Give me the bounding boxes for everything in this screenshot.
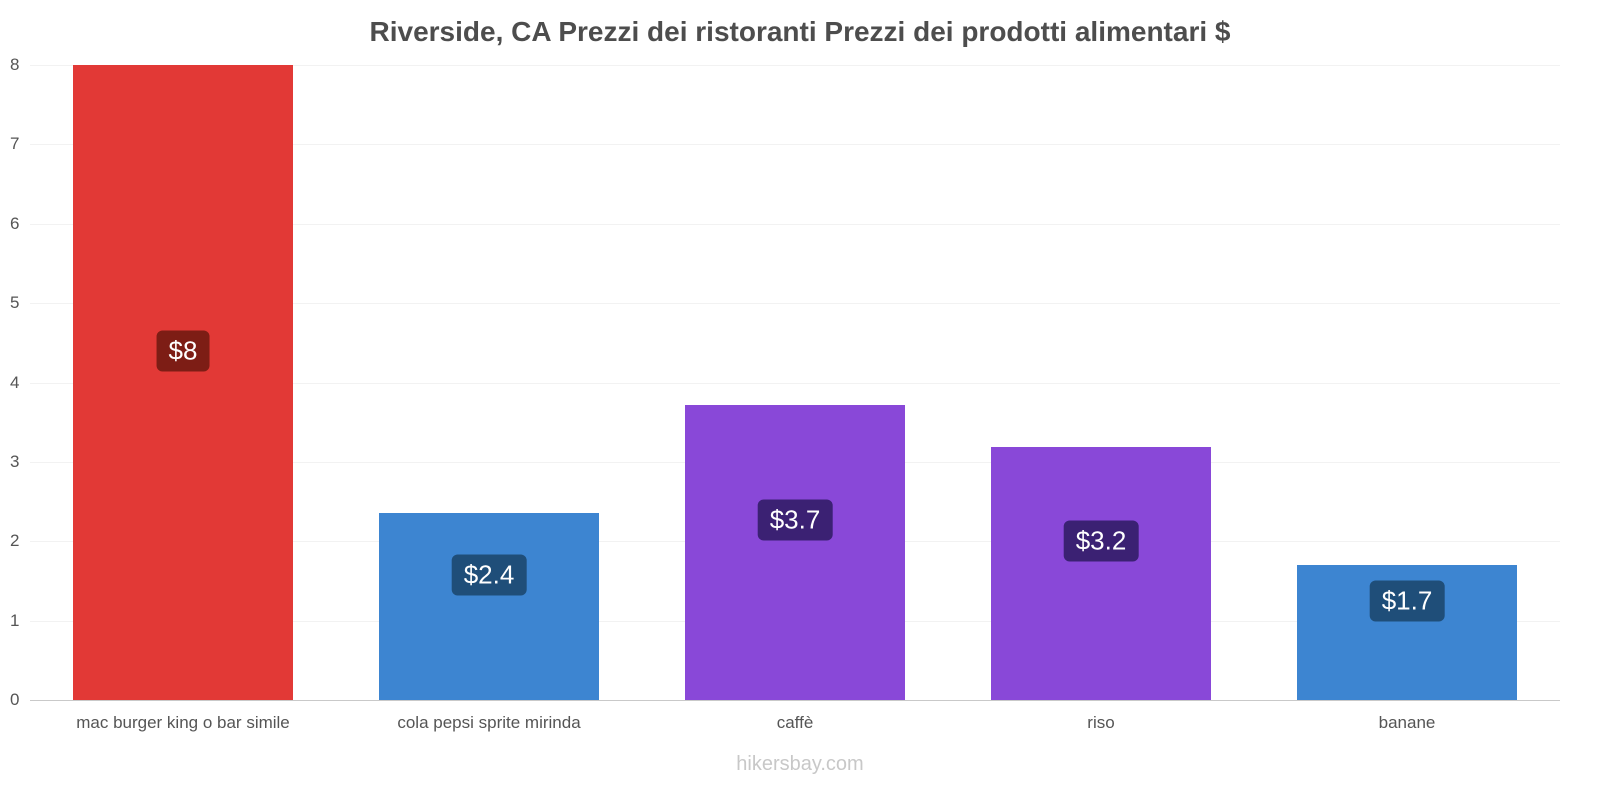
bar-value-label: $2.4 <box>451 554 527 596</box>
bar: $2.4 <box>379 513 599 700</box>
x-axis-category-label: caffè <box>776 713 814 732</box>
y-axis-tick-label: 7 <box>10 134 20 154</box>
gridline <box>30 223 1560 225</box>
y-axis-tick-label: 1 <box>10 610 20 630</box>
x-axis-category-label: cola pepsi sprite mirinda <box>397 713 581 732</box>
x-axis-line <box>30 700 1560 701</box>
x-axis-category-label: banane <box>1378 713 1436 732</box>
y-axis-tick-label: 0 <box>10 690 20 709</box>
bar-value-label: $3.7 <box>757 499 833 541</box>
bar-value-label: $8 <box>156 330 210 371</box>
bar: $3.7 <box>685 404 905 700</box>
gridline <box>30 144 1560 146</box>
footer-watermark: hikersbay.com <box>736 753 864 775</box>
y-axis-tick-label: 2 <box>10 531 20 551</box>
bar: $1.7 <box>1297 565 1517 700</box>
bar: $3.2 <box>991 446 1211 700</box>
y-axis-tick-label: 8 <box>10 55 20 74</box>
bar-value-label: $1.7 <box>1369 580 1445 622</box>
y-axis-tick-label: 4 <box>10 372 20 392</box>
y-axis-tick-label: 6 <box>10 213 20 233</box>
gridline <box>30 303 1560 305</box>
x-axis-category-label: mac burger king o bar simile <box>76 713 290 732</box>
gridline <box>30 65 1560 66</box>
chart-title: Riverside, CA Prezzi dei ristoranti Prez… <box>369 16 1231 47</box>
y-axis-tick-label: 5 <box>10 293 20 313</box>
y-axis-tick-label: 3 <box>10 451 20 471</box>
gridline <box>30 382 1560 384</box>
plot-area: $8 $2.4 $3.7 $3.2 $1.7 <box>30 65 1560 701</box>
x-axis-category-label: riso <box>1087 713 1115 732</box>
bar: $8 <box>73 65 293 700</box>
bar-value-label: $3.2 <box>1063 520 1139 562</box>
